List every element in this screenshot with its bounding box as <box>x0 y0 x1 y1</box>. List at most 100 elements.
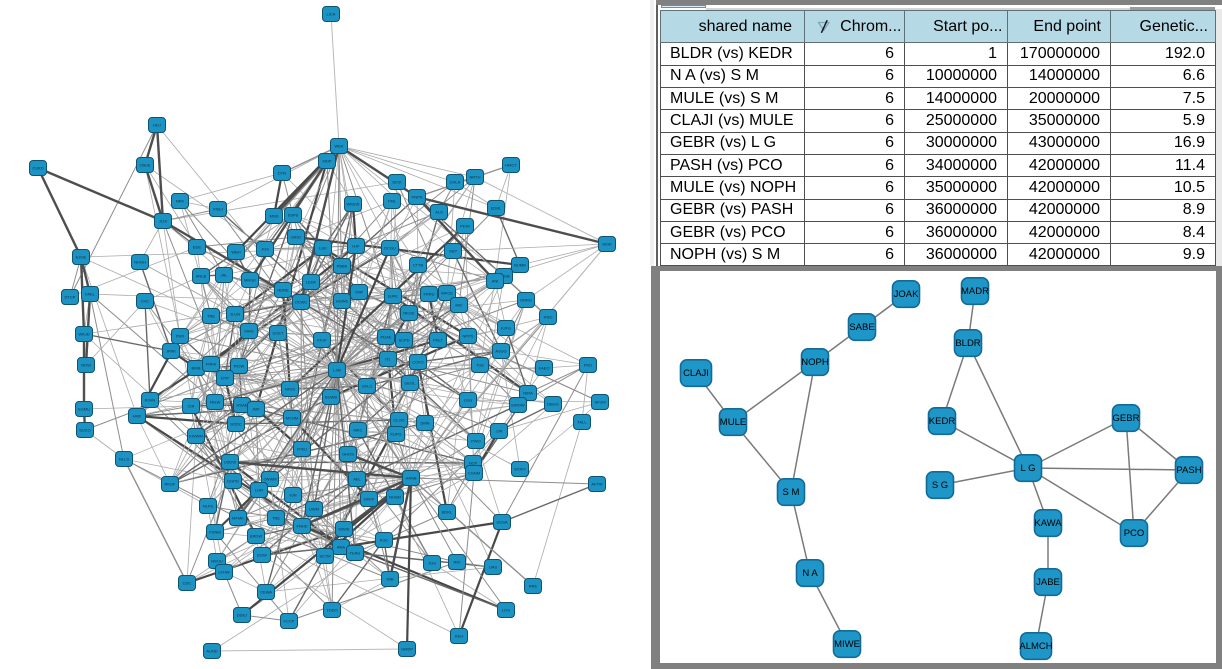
svg-text:RTBJ: RTBJ <box>297 447 307 452</box>
svg-text:FBLW: FBLW <box>210 400 221 405</box>
svg-text:GMDP: GMDP <box>401 647 413 652</box>
svg-text:MHG: MHG <box>244 329 253 334</box>
svg-text:UAS: UAS <box>489 565 498 570</box>
svg-text:SUCO: SUCO <box>79 428 91 433</box>
svg-text:SEP: SEP <box>449 249 457 254</box>
svg-text:UKLC: UKLC <box>362 384 373 389</box>
svg-text:PDIO: PDIO <box>460 224 470 229</box>
svg-text:SSPS: SSPS <box>288 213 299 218</box>
svg-text:HSAE: HSAE <box>237 403 248 408</box>
svg-text:WFCE: WFCE <box>441 291 453 296</box>
svg-text:NOSI: NOSI <box>81 363 91 368</box>
svg-text:MIWE: MIWE <box>834 639 860 650</box>
svg-text:MIB: MIB <box>386 577 393 582</box>
svg-text:KGC: KGC <box>380 538 389 543</box>
svg-text:UEOL: UEOL <box>405 381 417 386</box>
svg-text:HDJ: HDJ <box>153 123 161 128</box>
svg-text:NRTH: NRTH <box>469 175 480 180</box>
svg-text:WGK: WGK <box>602 242 612 247</box>
svg-text:ALS: ALS <box>435 210 443 215</box>
svg-text:WAJD: WAJD <box>78 332 89 337</box>
svg-text:PDAE: PDAE <box>381 335 392 340</box>
svg-text:BDKL: BDKL <box>442 510 453 515</box>
svg-text:CTTB: CTTB <box>413 263 424 268</box>
svg-text:HANB: HANB <box>405 476 416 481</box>
svg-text:HJF: HJF <box>352 244 360 249</box>
svg-text:DDEJ: DDEJ <box>237 613 247 618</box>
svg-text:PIOW: PIOW <box>234 364 245 369</box>
svg-text:NLFS: NLFS <box>203 504 214 509</box>
svg-text:SCPD: SCPD <box>398 338 409 343</box>
svg-text:SODC: SODC <box>230 422 242 427</box>
svg-text:PCO: PCO <box>1124 528 1145 539</box>
svg-text:BUMB: BUMB <box>514 263 526 268</box>
svg-text:JGS: JGS <box>428 561 436 566</box>
svg-text:ERDW: ERDW <box>250 534 262 539</box>
svg-text:DTP: DTP <box>221 376 229 381</box>
svg-text:RKOE: RKOE <box>403 311 415 316</box>
svg-text:NOPH: NOPH <box>801 357 829 368</box>
svg-text:JPNK: JPNK <box>166 349 177 354</box>
svg-text:NLLS: NLLS <box>119 457 129 462</box>
svg-text:FRRU: FRRU <box>423 292 434 297</box>
svg-text:DTCP: DTCP <box>65 295 76 300</box>
svg-text:KEH: KEH <box>455 634 463 639</box>
svg-text:GHOS: GHOS <box>342 452 354 457</box>
svg-text:TEAU: TEAU <box>350 551 361 556</box>
svg-text:EDE: EDE <box>193 245 202 250</box>
svg-text:CUKD: CUKD <box>32 166 43 171</box>
svg-text:EGMU: EGMU <box>78 407 90 412</box>
svg-text:PNPN: PNPN <box>411 195 422 200</box>
svg-text:BWB: BWB <box>191 366 200 371</box>
svg-text:KAWA: KAWA <box>1034 518 1062 529</box>
svg-text:CLOO: CLOO <box>393 418 404 423</box>
svg-text:NWJU: NWJU <box>211 559 223 564</box>
svg-text:MCHM: MCHM <box>286 416 298 421</box>
svg-text:HGWE: HGWE <box>336 299 349 304</box>
svg-text:JABE: JABE <box>1036 577 1060 588</box>
svg-text:RID: RID <box>454 560 461 565</box>
svg-text:L G: L G <box>1021 463 1036 474</box>
svg-text:CDC: CDC <box>183 581 192 586</box>
svg-text:ALMCH: ALMCH <box>1019 641 1052 652</box>
svg-text:MRGK: MRGK <box>244 278 256 283</box>
svg-text:DGPD: DGPD <box>227 479 239 484</box>
svg-text:ONWM: ONWM <box>263 477 276 482</box>
svg-text:ITL: ITL <box>385 357 392 362</box>
svg-text:MFMK: MFMK <box>232 516 244 521</box>
svg-text:GIDD: GIDD <box>291 235 301 240</box>
svg-text:NPPS: NPPS <box>463 334 474 339</box>
svg-text:NPGB: NPGB <box>498 274 510 279</box>
svg-text:FRFA: FRFA <box>206 362 217 367</box>
svg-text:FNEJ: FNEJ <box>213 207 223 212</box>
svg-text:FNHD: FNHD <box>296 524 307 529</box>
svg-text:JOAK: JOAK <box>894 289 919 300</box>
svg-text:NHSM: NHSM <box>389 495 401 500</box>
svg-text:MNS: MNS <box>270 214 279 219</box>
svg-text:EOW: EOW <box>257 553 267 558</box>
svg-text:AFTW: AFTW <box>591 482 603 487</box>
svg-text:MULE: MULE <box>720 417 746 428</box>
svg-text:UCET: UCET <box>273 331 284 336</box>
svg-text:TNE: TNE <box>207 314 215 319</box>
svg-text:S G: S G <box>932 480 948 491</box>
svg-text:NCP: NCP <box>469 461 478 466</box>
svg-text:KUPG: KUPG <box>390 432 401 437</box>
svg-text:ANLB: ANLB <box>196 274 207 279</box>
svg-text:ICR: ICR <box>188 404 195 409</box>
svg-text:JJR: JJR <box>496 429 503 434</box>
svg-text:JMF: JMF <box>252 407 260 412</box>
svg-text:AEL: AEL <box>353 477 361 482</box>
svg-text:LDG: LDG <box>502 608 510 613</box>
svg-text:WEK: WEK <box>334 144 343 149</box>
svg-text:MOP: MOP <box>322 159 331 164</box>
svg-text:BUWB: BUWB <box>325 395 337 400</box>
svg-text:TALL: TALL <box>577 420 587 425</box>
svg-text:JGS: JGS <box>261 247 269 252</box>
svg-text:DCGU: DCGU <box>384 246 396 251</box>
svg-text:ASUG: ASUG <box>495 349 506 354</box>
svg-text:ONRG: ONRG <box>520 298 532 303</box>
svg-text:BJFE: BJFE <box>388 294 398 299</box>
svg-text:SABE: SABE <box>849 322 874 333</box>
svg-text:SFUM: SFUM <box>594 400 605 405</box>
